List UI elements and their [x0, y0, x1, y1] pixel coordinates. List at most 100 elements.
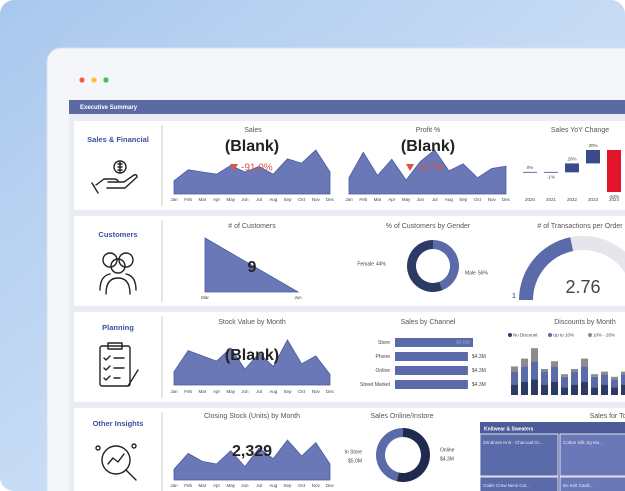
x-tick-label: Jan — [170, 483, 178, 488]
x-tick-label: Apr — [213, 483, 221, 488]
x-tick-label: Dec — [502, 197, 511, 202]
stacked-bar — [581, 382, 588, 395]
stacked-bar — [541, 384, 548, 395]
treemap-cell — [559, 433, 625, 477]
stacked-bar — [531, 379, 538, 395]
data-label: $4.3M — [472, 368, 486, 374]
panel-title: Sales — [244, 127, 262, 134]
stacked-bar — [551, 382, 558, 395]
data-label: 44% — [376, 261, 387, 267]
down-arrow — [230, 164, 238, 171]
x-tick-label: Nov — [312, 197, 321, 202]
x-tick-label: 2024 — [609, 197, 620, 202]
data-label: $4.3M — [472, 354, 486, 360]
stacked-bar — [611, 387, 618, 395]
stacked-bar — [591, 374, 598, 377]
gauge-fill — [519, 237, 574, 300]
legend-label: In Store — [344, 449, 362, 455]
data-label: $4.3M — [440, 456, 454, 462]
change-value: -91.0% — [241, 163, 273, 174]
stacked-bar — [591, 376, 598, 388]
panel-title: Sales Online/Instore — [370, 413, 433, 420]
x-tick-label: Feb — [359, 197, 367, 202]
stacked-bar — [541, 369, 548, 372]
stacked-bar — [551, 366, 558, 382]
x-tick-label: Jan — [345, 197, 353, 202]
category-label: Online — [376, 368, 391, 374]
treemap-cell — [559, 476, 625, 491]
icon-hand-coin — [91, 160, 138, 194]
icon-clipboard — [99, 342, 139, 387]
x-tick-label: Oct — [298, 483, 306, 488]
category-label: Phone — [376, 354, 391, 360]
area — [173, 339, 331, 386]
down-arrow — [406, 164, 414, 171]
category-label: Store — [378, 340, 390, 346]
panel-title: Sales by Channel — [401, 319, 456, 326]
stacked-bar — [601, 371, 608, 375]
legend-marker — [588, 333, 592, 337]
treemap-cell-label: Cable Crew Neck Col... — [483, 483, 530, 488]
category-label: Street Market — [360, 382, 391, 388]
x-tick-label: Nov — [312, 389, 321, 394]
donut-segment — [396, 428, 431, 482]
x-tick-label: Jun — [241, 389, 249, 394]
minimize-dot[interactable] — [91, 77, 97, 83]
legend-label: Up to 10% — [553, 333, 574, 338]
waterfall-bar — [565, 163, 579, 173]
stacked-bar — [571, 369, 578, 372]
x-tick-label: Aug — [445, 197, 454, 202]
gauge-min: 1 — [512, 293, 516, 300]
stacked-bar — [531, 348, 538, 362]
x-tick-label: Mar — [198, 389, 206, 394]
legend-label: Female — [357, 261, 374, 267]
stacked-bar — [621, 374, 625, 385]
header-title: Executive Summary — [80, 105, 138, 111]
panel-title: # of Customers — [228, 223, 276, 230]
area — [348, 149, 507, 195]
legend-marker — [548, 333, 552, 337]
x-tick-label: 2023 — [588, 197, 599, 202]
stacked-bar — [601, 384, 608, 395]
stacked-bar — [541, 371, 548, 385]
stacked-bar — [621, 384, 625, 395]
data-label: 56% — [478, 270, 489, 276]
stacked-bar — [621, 371, 625, 375]
x-tick-label: Dec — [326, 389, 335, 394]
panel-title: Closing Stock (Units) by Month — [204, 413, 300, 420]
overlay-value: 2,329 — [232, 443, 272, 460]
x-tick-label: 2021 — [546, 197, 557, 202]
stacked-bar — [581, 366, 588, 382]
card — [74, 121, 625, 210]
x-tick-label: May — [226, 483, 235, 488]
bar — [395, 366, 468, 375]
data-label: 20% — [567, 157, 576, 162]
x-tick-label: Jun — [241, 197, 249, 202]
stacked-bar — [551, 361, 558, 367]
x-tick-label: May — [226, 197, 235, 202]
donut-segment — [407, 240, 443, 292]
stacked-bar — [511, 384, 518, 395]
x-tick-label: Aug — [269, 197, 278, 202]
x-tick-label: Aug — [269, 389, 278, 394]
section-label: Other Insights — [93, 419, 144, 428]
x-tick-label: Sep — [459, 197, 468, 202]
stacked-bar — [521, 358, 528, 367]
x-tick-label: Apr — [388, 197, 396, 202]
header-bar — [69, 100, 625, 114]
treemap-cell — [479, 433, 559, 477]
panel-title: Sales for Top — [590, 413, 625, 420]
x-tick-label: Aug — [269, 483, 278, 488]
x-tick-label: Oct — [298, 197, 306, 202]
x-tick-label: Apr — [213, 389, 221, 394]
x-tick-label: Oct — [474, 197, 482, 202]
bar — [395, 338, 473, 347]
area — [204, 237, 300, 293]
maximize-dot[interactable] — [103, 77, 109, 83]
close-dot[interactable] — [79, 77, 85, 83]
bar — [395, 352, 468, 361]
x-tick-label: Apr — [213, 197, 221, 202]
donut-segment — [433, 240, 460, 291]
treemap-cell-label: Zendrose Knit - Charcoal Gr... — [483, 440, 543, 445]
